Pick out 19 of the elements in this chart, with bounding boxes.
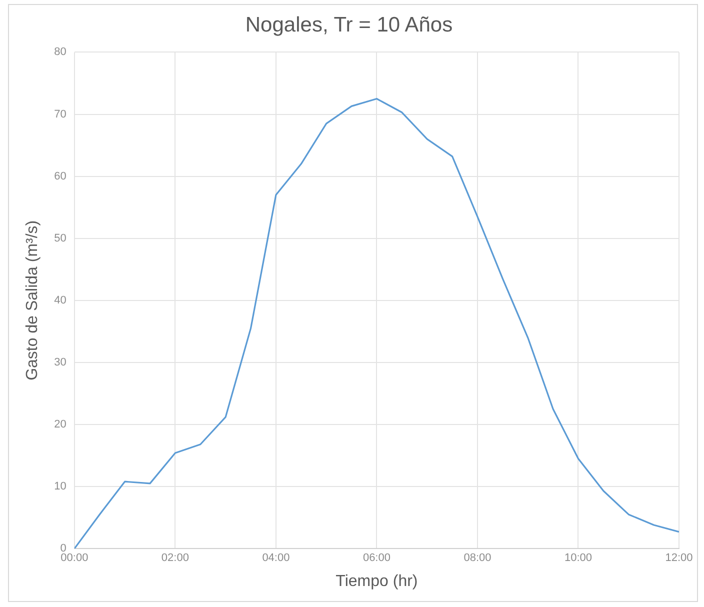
y-tick-label: 30 bbox=[54, 356, 66, 368]
y-tick-label: 10 bbox=[54, 480, 66, 493]
x-tick-label: 12:00 bbox=[665, 552, 693, 564]
y-axis-title: Gasto de Salida (m³/s) bbox=[24, 220, 42, 380]
chart-title: Nogales, Tr = 10 Años bbox=[245, 13, 453, 36]
x-tick-label: 10:00 bbox=[564, 552, 592, 564]
x-tick-label: 04:00 bbox=[262, 552, 290, 564]
y-tick-label: 60 bbox=[54, 170, 66, 182]
y-tick-label: 20 bbox=[54, 418, 66, 431]
x-axis-title: Tiempo (hr) bbox=[336, 572, 418, 590]
x-tick-label: 00:00 bbox=[60, 552, 88, 564]
y-tick-label: 70 bbox=[54, 108, 66, 120]
y-tick-label: 40 bbox=[54, 294, 66, 306]
y-tick-label: 80 bbox=[54, 46, 66, 58]
x-tick-label: 06:00 bbox=[362, 552, 390, 564]
y-tick-label: 50 bbox=[54, 232, 66, 244]
y-tick-label: 0 bbox=[60, 542, 66, 555]
x-tick-label: 02:00 bbox=[161, 552, 189, 564]
x-tick-label: 08:00 bbox=[464, 552, 492, 564]
